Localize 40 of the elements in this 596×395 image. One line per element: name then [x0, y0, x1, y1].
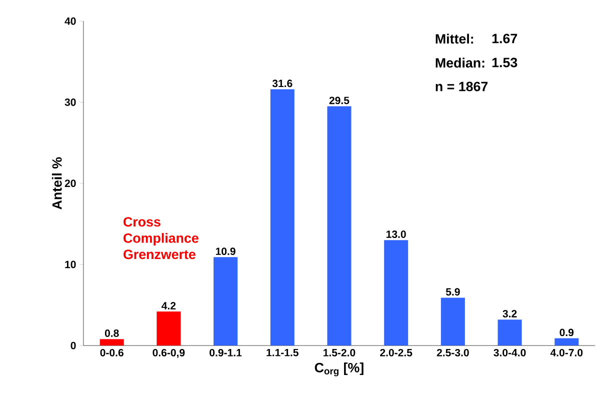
bar [270, 89, 294, 346]
x-tick-label: 0-0.6 [100, 348, 124, 356]
data-label: 13.0 [386, 230, 406, 238]
bar [384, 240, 408, 346]
bar [100, 338, 124, 346]
y-tick-label: 0 [70, 342, 76, 350]
y-tick-label: 20 [64, 179, 76, 187]
x-axis-title: C$_{org}$ [%] [314, 362, 364, 376]
data-label: 10.9 [216, 247, 236, 255]
bar [554, 338, 579, 346]
data-label: 0.8 [104, 329, 119, 337]
x-tick-label: 2.5-3.0 [436, 348, 469, 356]
x-tick-label: 1.1-1.5 [266, 348, 298, 356]
x-tick-label: 0.6-0,9 [152, 348, 185, 358]
y-tick-label: 10 [65, 260, 76, 268]
data-label: 4.2 [162, 302, 176, 310]
y-tick-label: 30 [64, 98, 76, 106]
bar [214, 256, 238, 346]
x-tick-label: 3.0-4.0 [494, 348, 526, 356]
data-label: 31.6 [272, 79, 292, 87]
data-label: 29.5 [329, 96, 350, 104]
data-label: 0.9 [560, 328, 574, 336]
x-tick-label: 4.0-7.0 [550, 348, 583, 356]
y-tick-label: 40 [64, 17, 76, 25]
bar [327, 106, 352, 346]
bar [156, 311, 181, 346]
bar [440, 297, 465, 346]
annotation: 1.53 [492, 58, 518, 68]
bar [498, 319, 522, 346]
data-label: 5.9 [446, 288, 460, 296]
annotation: Cross Compliance Grenzwerte [124, 216, 198, 259]
annotation: Median: [436, 58, 484, 68]
annotation: Mittel: [436, 34, 474, 44]
y-axis-title: Anteil % [52, 157, 62, 210]
annotation: n = 1867 [436, 82, 488, 92]
annotation: 1.67 [492, 34, 518, 44]
x-tick-label: 1.5-2.0 [324, 348, 356, 356]
data-label: 3.2 [502, 310, 517, 318]
x-tick-label: 2.0-2.5 [380, 348, 412, 356]
x-tick-label: 0.9-1.1 [210, 348, 242, 356]
